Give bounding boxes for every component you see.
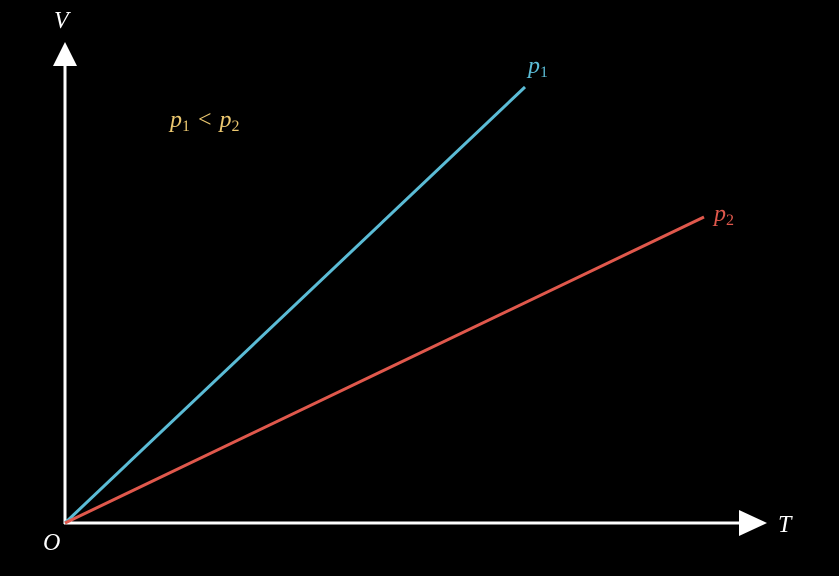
- annotation: p1 < p2: [168, 107, 240, 135]
- isobar-line: [63, 85, 527, 525]
- line-label: p1: [526, 53, 548, 81]
- subscript: 2: [726, 212, 734, 229]
- subscript: 2: [232, 118, 240, 135]
- subscript: 1: [540, 64, 548, 81]
- symbol: p: [218, 107, 232, 133]
- symbol: p: [526, 53, 540, 79]
- relation: <: [198, 107, 212, 133]
- y-arrow: [53, 42, 77, 66]
- symbol: p: [712, 201, 726, 227]
- origin-label: O: [43, 530, 60, 556]
- line-label: p2: [712, 201, 734, 229]
- subscript: 1: [182, 118, 190, 135]
- isobar-line: [64, 215, 705, 525]
- x-arrow: [739, 510, 767, 536]
- x-axis-label: T: [778, 512, 793, 538]
- symbol: p: [168, 107, 182, 133]
- y-axis-label: V: [54, 8, 71, 34]
